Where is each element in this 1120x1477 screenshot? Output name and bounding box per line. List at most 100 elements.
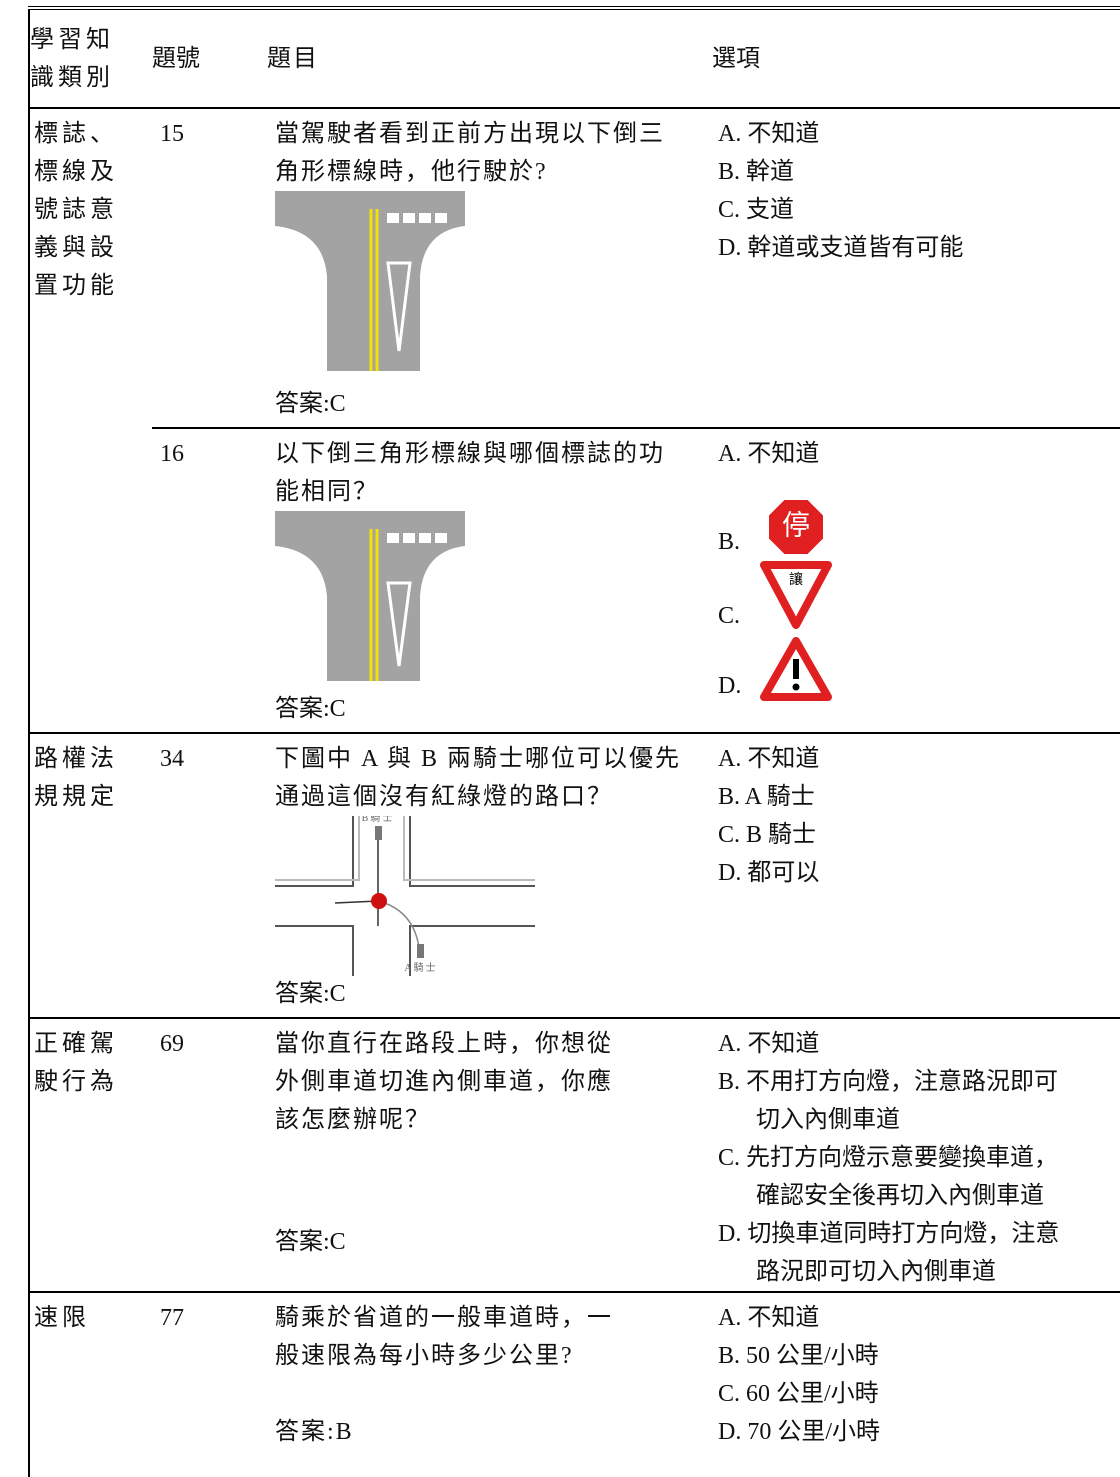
number: 15: [152, 107, 267, 428]
text-line: 外側車道切進內側車道，你應: [275, 1069, 613, 1095]
row: 標誌、標線及號誌意義與設置功能 15 當駕駛者看到正前方出現以下倒三 角形標線時，…: [29, 107, 1120, 733]
option-group: B. 不用打方向燈，注意路況即可切入內側車道: [718, 1063, 1120, 1139]
category: 標誌、標線及號誌意義與設置功能: [29, 107, 152, 733]
text-line: B. 50 公里/小時: [718, 1343, 879, 1369]
text-line: A. 不知道: [718, 121, 820, 147]
text-line: D. 都可以: [718, 860, 820, 886]
sign-images: 停 讓: [760, 498, 832, 701]
text-line: 標誌、: [34, 121, 118, 147]
text-lines: 當駕駛者看到正前方出現以下倒三 角形標線時，他行駛於?: [275, 115, 712, 191]
text-line: B. 幹道: [718, 159, 795, 185]
text-line: C. 支道: [718, 197, 795, 223]
option: A. 不知道: [718, 441, 820, 467]
answer: 答案:C: [275, 391, 346, 417]
text-line: 標線及: [34, 159, 118, 185]
header-row: 學習知識類別 題號 題目 選項: [29, 7, 1120, 108]
road-marking-image: [275, 511, 465, 681]
text-line: 路況即可切入內側車道: [756, 1259, 996, 1285]
text-line: D. 切換車道同時打方向燈，注意: [718, 1221, 1060, 1247]
text-line: 駛行為: [34, 1069, 118, 1095]
text-line: 確認安全後再切入內側車道: [756, 1183, 1044, 1209]
row: 正確駕駛行為 69 當你直行在路段上時，你想從 外側車道切進內側車道，你應 該怎麼辦…: [29, 1017, 1120, 1292]
intersection-image: B騎士 A騎士: [275, 816, 535, 976]
text-line: 騎乘於省道的一般車道時，一: [275, 1305, 613, 1331]
option-group: D. 切換車道同時打方向燈，注意路況即可切入內側車道: [718, 1215, 1120, 1291]
answer: 答案:B: [275, 1419, 354, 1445]
text-line: C. 先打方向燈示意要變換車道，: [718, 1145, 1059, 1171]
header-question: 題目: [267, 7, 712, 108]
option-group: A. 不知道: [718, 1025, 1120, 1063]
text-lines: 速限: [34, 1299, 152, 1337]
text-line: A. 不知道: [718, 1031, 820, 1057]
text-line: C. B 騎士: [718, 822, 817, 848]
stop-sign-text: 停: [782, 509, 810, 541]
text-line: 以下倒三角形標線與哪個標誌的功: [275, 441, 665, 467]
text-lines: A. 不知道 B. 不用打方向燈，注意路況即可 切入內側車道 C. 先打方向燈示意要變…: [718, 1025, 1120, 1291]
text-line: 規規定: [34, 784, 118, 810]
text-line: B. 不用打方向燈，注意路況即可: [718, 1069, 1059, 1095]
text-line: 該怎麼辦呢？: [275, 1107, 431, 1133]
text-lines: 當你直行在路段上時，你想從 外側車道切進內側車道，你應 該怎麼辦呢？: [275, 1025, 712, 1139]
road-marking-image: [275, 191, 465, 371]
options: A. 不知道 B. 不用打方向燈，注意路況即可 切入內側車道 C. 先打方向燈示意要變…: [712, 1017, 1120, 1292]
answer: 答案:C: [275, 981, 346, 1007]
text-line: D. 幹道或支道皆有可能: [718, 235, 964, 261]
text-line: A. 不知道: [718, 746, 820, 772]
category: 速限: [29, 1291, 152, 1477]
number: 77: [152, 1291, 267, 1477]
options: A. 不知道 B. A 騎士 C. B 騎士 D. 都可以: [712, 732, 1120, 1018]
text-lines: 騎乘於省道的一般車道時，一 般速限為每小時多少公里?: [275, 1299, 712, 1375]
text-lines: 正確駕 駛行為: [34, 1025, 152, 1101]
text-line: 角形標線時，他行駛於?: [275, 159, 548, 185]
text-line: 能相同？: [275, 479, 379, 505]
text-line: B. A 騎士: [718, 784, 815, 810]
text-line: D. 70 公里/小時: [718, 1419, 880, 1445]
text-line: C. 60 公里/小時: [718, 1381, 879, 1407]
options: A. 不知道 B. 幹道 C. 支道 D. 幹道或支道皆有可能: [712, 107, 1120, 428]
options: A. 不知道 B. C. D. 停 讓: [712, 427, 1120, 733]
header-category: 學習知 識類別: [29, 7, 152, 108]
text-line: 般速限為每小時多少公里?: [275, 1343, 574, 1369]
text-line: 置功能: [34, 273, 118, 299]
text-line: 學習知: [30, 26, 114, 53]
text-lines: 標誌、標線及號誌意義與設置功能: [34, 115, 152, 305]
text-line: 當駕駛者看到正前方出現以下倒三: [275, 121, 665, 147]
category: 正確駕 駛行為: [29, 1017, 152, 1292]
text-line: 路權法: [34, 746, 118, 772]
text-line: 切入內側車道: [756, 1107, 900, 1133]
text-line: 義與設: [34, 235, 118, 261]
text-line: 下圖中 A 與 B 兩騎士哪位可以優先: [275, 746, 682, 772]
text-line: 通過這個沒有紅綠燈的路口？: [275, 784, 613, 810]
number: 69: [152, 1017, 267, 1292]
text-lines: A. 不知道 B. A 騎士 C. B 騎士 D. 都可以: [718, 740, 1120, 892]
question-table: 學習知識類別 題號 題目 選項 標誌、標線及號誌意義與設置功能 15 當駕駛者看…: [28, 6, 1120, 1477]
answer: 答案:C: [275, 1229, 346, 1255]
number: 16: [152, 427, 267, 733]
text-lines: 下圖中 A 與 B 兩騎士哪位可以優先 通過這個沒有紅綠燈的路口？: [275, 740, 712, 816]
text-line: 速限: [34, 1305, 90, 1331]
text-line: 正確駕: [34, 1031, 118, 1057]
row: 16 以下倒三角形標線與哪個標誌的功 能相同？ 答案:C A. 不知道 B. C.…: [29, 427, 1120, 733]
text-lines: A. 不知道 B. 幹道 C. 支道 D. 幹道或支道皆有可能: [718, 115, 1120, 267]
option-group: C. 先打方向燈示意要變換車道， 確認安全後再切入內側車道: [718, 1139, 1120, 1215]
question: 下圖中 A 與 B 兩騎士哪位可以優先 通過這個沒有紅綠燈的路口？ B騎士 A騎士…: [267, 732, 712, 1018]
option: C.: [718, 603, 741, 629]
header-options: 選項: [712, 7, 1120, 108]
text-lines: A. 不知道 B. 50 公里/小時 C. 60 公里/小時 D. 70 公里/小時: [718, 1299, 1120, 1451]
row: 速限 77 騎乘於省道的一般車道時，一 般速限為每小時多少公里? 答案:B A. …: [29, 1291, 1120, 1477]
question: 以下倒三角形標線與哪個標誌的功 能相同？ 答案:C: [267, 427, 712, 733]
text-line: 當你直行在路段上時，你想從: [275, 1031, 613, 1057]
rider-label: B騎士: [362, 816, 395, 824]
rider-label: A騎士: [404, 961, 437, 974]
number: 34: [152, 732, 267, 1018]
text-lines: 路權法 規規定: [34, 740, 152, 816]
question: 騎乘於省道的一般車道時，一 般速限為每小時多少公里? 答案:B: [267, 1291, 712, 1477]
question: 當駕駛者看到正前方出現以下倒三 角形標線時，他行駛於? 答案:C: [267, 107, 712, 428]
yield-sign-text: 讓: [789, 571, 803, 588]
option: B.: [718, 529, 741, 555]
text-line: 號誌意: [34, 197, 118, 223]
text-line: 識類別: [30, 64, 114, 91]
header-number: 題號: [152, 7, 267, 108]
question: 當你直行在路段上時，你想從 外側車道切進內側車道，你應 該怎麼辦呢？ 答案:C: [267, 1017, 712, 1292]
